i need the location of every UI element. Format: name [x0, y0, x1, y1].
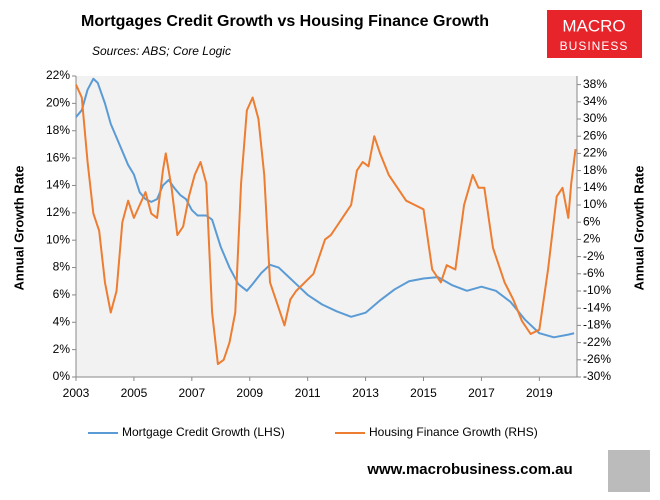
wolf-icon [608, 450, 650, 492]
y-tick-label: 18% [46, 123, 70, 137]
y-tick-label: 20% [46, 96, 70, 110]
x-tick-label: 2003 [63, 386, 90, 400]
x-tick-label: 2017 [468, 386, 495, 400]
y-tick-label: 4% [53, 314, 71, 328]
y-tick-label: 6% [53, 287, 71, 301]
y2-tick-label: 30% [583, 111, 607, 125]
y2-axis-label: Annual Growth Rate [631, 166, 646, 291]
legend-label: Housing Finance Growth (RHS) [369, 425, 538, 439]
y2-tick-label: 14% [583, 180, 607, 194]
x-tick-label: 2011 [295, 386, 321, 400]
y2-tick-label: -6% [583, 266, 605, 280]
x-tick-label: 2005 [121, 386, 148, 400]
logo-text: BUSINESS [560, 39, 629, 53]
logo-box [547, 10, 642, 58]
series-line [75, 77, 575, 339]
y2-tick-label: 18% [583, 163, 607, 177]
y-tick-label: 0% [53, 369, 71, 383]
y-tick-label: 14% [46, 178, 70, 192]
y2-tick-label: -10% [583, 283, 611, 297]
chart-title: Mortgages Credit Growth vs Housing Finan… [81, 13, 489, 30]
chart-subtitle: Sources: ABS; Core Logic [92, 44, 231, 58]
x-tick-label: 2019 [526, 386, 553, 400]
y2-tick-label: 2% [583, 232, 601, 246]
x-tick-label: 2007 [178, 386, 205, 400]
y2-tick-label: 34% [583, 94, 607, 108]
y-tick-label: 8% [53, 260, 71, 274]
logo-text: MACRO [562, 16, 625, 35]
x-tick-label: 2013 [352, 386, 379, 400]
footer: www.macrobusiness.com.au [366, 461, 572, 478]
legend-label: Mortgage Credit Growth (LHS) [122, 425, 285, 439]
y2-tick-label: 6% [583, 214, 601, 228]
y2-tick-label: 38% [583, 77, 607, 91]
y2-tick-label: 26% [583, 128, 607, 142]
y2-tick-label: -14% [583, 300, 611, 314]
y-tick-label: 2% [53, 342, 71, 356]
y-tick-label: 12% [46, 205, 70, 219]
y2-tick-label: 22% [583, 146, 607, 160]
series-line [75, 84, 577, 366]
y-tick-label: 22% [46, 68, 70, 82]
y-axis-label: Annual Growth Rate [11, 166, 26, 291]
y-tick-label: 16% [46, 150, 70, 164]
y2-tick-label: -30% [583, 369, 611, 383]
x-tick-label: 2009 [236, 386, 263, 400]
y2-tick-label: -22% [583, 335, 611, 349]
plot-area [76, 76, 577, 377]
y2-tick-label: -2% [583, 249, 605, 263]
y2-tick-label: -18% [583, 318, 611, 332]
y2-tick-label: -26% [583, 352, 611, 366]
x-tick-label: 2015 [410, 386, 437, 400]
y2-tick-label: 10% [583, 197, 607, 211]
y-tick-label: 10% [46, 232, 70, 246]
